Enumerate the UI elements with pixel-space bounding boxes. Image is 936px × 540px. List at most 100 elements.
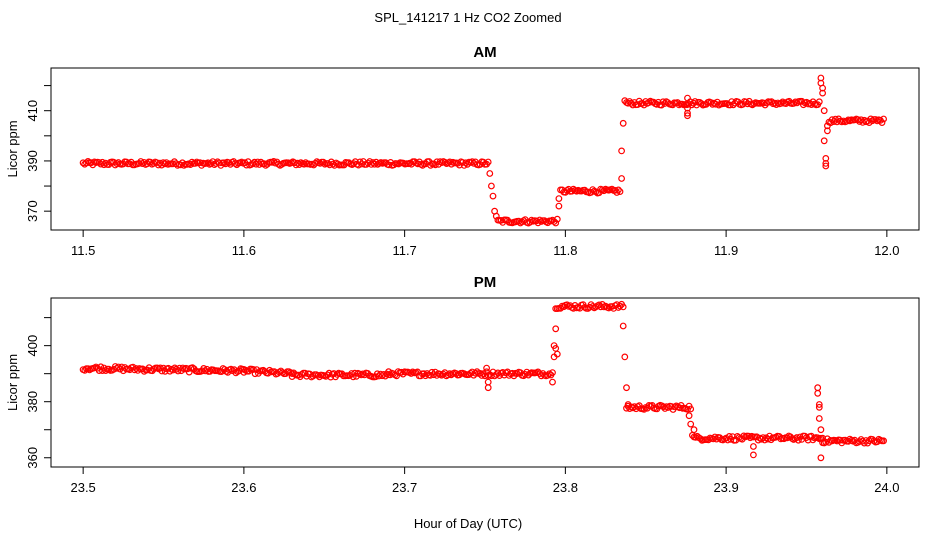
data-point bbox=[160, 364, 167, 372]
data-point bbox=[325, 369, 333, 377]
data-point bbox=[126, 160, 134, 168]
data-point bbox=[691, 98, 699, 105]
data-point bbox=[132, 365, 140, 372]
x-tick-label: 23.6 bbox=[231, 480, 256, 495]
x-tick-label: 12.0 bbox=[874, 243, 899, 258]
data-point bbox=[724, 436, 732, 444]
data-point bbox=[600, 187, 608, 195]
data-point bbox=[589, 303, 597, 310]
data-point bbox=[260, 160, 268, 168]
data-point bbox=[640, 406, 648, 413]
data-point bbox=[135, 159, 143, 167]
data-point bbox=[207, 160, 215, 167]
y-tick-label: 360 bbox=[25, 447, 40, 469]
data-point bbox=[484, 378, 492, 386]
data-point bbox=[488, 182, 495, 190]
plot-frame bbox=[50, 297, 920, 468]
data-point bbox=[616, 302, 624, 310]
data-point bbox=[300, 160, 308, 168]
x-tick-label: 11.8 bbox=[553, 243, 577, 258]
data-point bbox=[806, 99, 814, 107]
data-point bbox=[690, 426, 698, 434]
data-point bbox=[243, 161, 250, 169]
data-point bbox=[364, 159, 372, 167]
data-point bbox=[660, 403, 667, 411]
data-point bbox=[386, 371, 394, 379]
data-point bbox=[206, 367, 214, 375]
data-point bbox=[484, 158, 492, 166]
data-point bbox=[869, 117, 876, 125]
panel-am: AM 11.5 11.6 11.7 11.8 11.9 12.0 370 390 410 Licor… bbox=[5, 44, 920, 258]
data-point bbox=[814, 384, 822, 392]
data-point bbox=[867, 115, 875, 123]
data-points bbox=[79, 74, 887, 227]
data-point bbox=[783, 434, 791, 442]
data-point bbox=[750, 451, 757, 459]
data-point bbox=[798, 97, 806, 105]
data-point bbox=[552, 325, 560, 333]
data-point bbox=[536, 216, 544, 224]
data-point bbox=[817, 454, 825, 462]
data-point bbox=[549, 369, 556, 377]
plot-frame bbox=[50, 67, 920, 231]
data-point bbox=[623, 384, 630, 392]
x-tick-label: 23.7 bbox=[392, 480, 417, 495]
y-tick-label: 370 bbox=[25, 200, 40, 222]
data-point bbox=[619, 119, 627, 127]
data-point bbox=[616, 188, 624, 196]
data-point bbox=[333, 371, 341, 378]
data-point bbox=[483, 364, 491, 372]
data-point bbox=[645, 99, 653, 106]
x-tick-label: 23.8 bbox=[553, 480, 578, 495]
data-point bbox=[316, 159, 324, 167]
data-point bbox=[815, 401, 823, 408]
data-point bbox=[407, 370, 415, 377]
x-tick-label: 23.5 bbox=[70, 480, 95, 495]
data-point bbox=[227, 365, 235, 373]
data-point bbox=[684, 406, 691, 413]
data-point bbox=[329, 160, 337, 168]
x-tick-label: 11.6 bbox=[232, 243, 256, 258]
x-tick-label: 11.7 bbox=[392, 243, 416, 258]
x-axis-label: Hour of Day (UTC) bbox=[414, 516, 522, 531]
data-point bbox=[878, 119, 886, 126]
figure-title: SPL_141217 1 Hz CO2 Zoomed bbox=[374, 10, 561, 25]
data-point bbox=[334, 160, 342, 168]
data-point bbox=[684, 112, 691, 120]
data-point bbox=[309, 372, 317, 380]
data-point bbox=[815, 403, 823, 411]
data-point bbox=[552, 219, 560, 227]
data-point bbox=[555, 195, 563, 203]
y-tick-label: 390 bbox=[25, 150, 40, 172]
y-axis-label: Licor ppm bbox=[5, 354, 20, 411]
data-point bbox=[553, 350, 561, 358]
data-point bbox=[750, 443, 757, 450]
data-point bbox=[713, 435, 720, 443]
data-point bbox=[687, 405, 695, 413]
data-point bbox=[642, 98, 649, 105]
data-point bbox=[395, 160, 403, 168]
data-point bbox=[102, 159, 109, 167]
data-point bbox=[361, 371, 368, 379]
data-point bbox=[553, 215, 561, 223]
data-point bbox=[427, 161, 435, 169]
data-point bbox=[815, 415, 823, 422]
data-point bbox=[462, 159, 470, 167]
panel-title: PM bbox=[474, 274, 497, 291]
data-point bbox=[872, 116, 879, 123]
data-point bbox=[294, 159, 302, 167]
data-point bbox=[618, 147, 625, 155]
y-tick-label: 380 bbox=[25, 391, 40, 413]
data-point bbox=[820, 107, 828, 115]
data-point bbox=[687, 420, 695, 428]
data-point bbox=[231, 160, 239, 167]
data-point bbox=[472, 369, 479, 377]
data-point bbox=[619, 303, 627, 311]
data-point bbox=[468, 158, 476, 166]
data-point bbox=[822, 159, 830, 167]
y-axis-label: Licor ppm bbox=[5, 120, 20, 177]
data-point bbox=[161, 160, 169, 168]
data-point bbox=[250, 366, 257, 373]
data-point bbox=[166, 367, 174, 375]
